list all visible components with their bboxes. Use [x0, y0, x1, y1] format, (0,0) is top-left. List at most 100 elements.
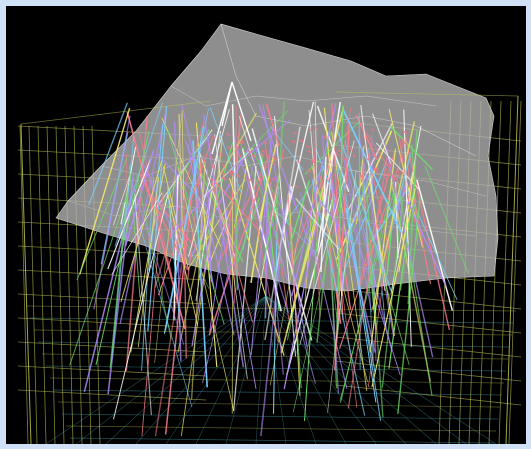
trace-line	[113, 172, 132, 226]
trace-line	[120, 160, 163, 302]
trace-line	[190, 161, 206, 400]
floor-line	[45, 295, 267, 444]
trace-line	[260, 203, 287, 437]
trace-cluster	[403, 130, 408, 135]
floor-line	[105, 295, 267, 444]
trace-line	[79, 108, 131, 275]
trace-cluster	[373, 169, 378, 173]
trace-line	[264, 191, 285, 375]
trace-line	[274, 115, 296, 357]
trace-cluster	[238, 154, 242, 158]
grid-line	[498, 100, 512, 444]
trace-line	[119, 114, 166, 324]
trace-line	[216, 155, 271, 268]
trace-line	[314, 101, 318, 195]
trace-line	[83, 206, 131, 392]
trace-line	[177, 183, 214, 353]
grid-line	[17, 389, 207, 401]
trace-cluster	[349, 148, 354, 152]
trace-line	[188, 108, 230, 257]
trace-line	[165, 108, 209, 332]
trace-cluster	[308, 127, 313, 132]
frame-edge	[335, 91, 519, 97]
floor-line	[53, 389, 503, 396]
grid-line	[17, 317, 207, 329]
trace-cluster	[210, 177, 215, 182]
grid-line	[73, 125, 83, 444]
trace-line	[397, 196, 421, 415]
trace-cluster	[390, 174, 395, 178]
trace-cluster	[273, 157, 278, 162]
trace-line	[237, 197, 261, 262]
trace-cluster	[229, 172, 234, 177]
trace-cluster	[239, 141, 244, 145]
trace-line	[141, 190, 164, 437]
trace-cluster	[372, 167, 377, 171]
trace-cluster	[359, 174, 364, 178]
grid-line	[19, 125, 29, 444]
trace-line	[316, 101, 342, 252]
trace-cluster	[210, 163, 215, 167]
floor-line	[265, 295, 317, 444]
grid-line	[28, 125, 38, 444]
3d-viewport[interactable]	[6, 6, 526, 444]
trace-cluster	[221, 172, 226, 176]
trace-cluster	[366, 157, 370, 162]
trace-cluster	[265, 153, 270, 158]
trace-cluster	[311, 159, 316, 163]
trace-cluster	[272, 155, 277, 159]
trace-cluster	[248, 178, 253, 182]
trace-cluster	[332, 173, 337, 178]
trace-line	[125, 153, 128, 202]
trace-line	[341, 172, 382, 421]
trace-line	[154, 200, 193, 437]
trace-line	[318, 198, 352, 243]
trace-line	[113, 194, 169, 420]
trace-line	[69, 193, 129, 366]
trace-line	[363, 133, 391, 255]
grid-line	[488, 100, 502, 444]
floor-line	[45, 365, 507, 372]
trace-cluster	[221, 163, 226, 168]
trace-cluster	[352, 154, 357, 158]
trace-line	[358, 112, 361, 370]
trace-cluster	[294, 185, 299, 189]
trace-line	[244, 175, 276, 232]
trace-line	[340, 181, 394, 403]
trace-line	[166, 182, 181, 327]
trace-line	[275, 101, 285, 220]
trace-line	[109, 184, 129, 369]
trace-cluster	[323, 135, 327, 139]
trace-line	[407, 130, 418, 305]
trace-line	[304, 166, 316, 304]
trace-line	[181, 104, 235, 336]
trace-line	[147, 106, 168, 332]
trace-line	[234, 110, 289, 166]
trace-line	[257, 148, 267, 192]
trace-cluster	[221, 176, 226, 181]
trace-cluster	[211, 165, 215, 170]
trace-line	[381, 184, 405, 388]
terrain-scene[interactable]	[6, 6, 526, 444]
trace-line	[211, 187, 234, 245]
trace-line	[234, 105, 237, 304]
trace-line	[107, 158, 152, 270]
trace-line	[187, 155, 203, 280]
trace-line	[386, 192, 396, 276]
trace-line	[406, 187, 458, 300]
trace-line	[171, 133, 213, 183]
trace-line	[392, 154, 412, 220]
trace-cluster	[370, 128, 375, 132]
trace-line	[287, 194, 298, 335]
trace-cluster	[296, 160, 301, 164]
trace-line	[424, 165, 469, 274]
trace-cluster	[231, 170, 235, 175]
trace-line	[340, 209, 377, 353]
trace-line	[163, 125, 205, 334]
trace-line	[246, 171, 279, 343]
trace-cluster	[372, 153, 377, 158]
trace-line	[397, 182, 433, 396]
trace-line	[369, 148, 397, 353]
trace-line	[184, 139, 234, 258]
